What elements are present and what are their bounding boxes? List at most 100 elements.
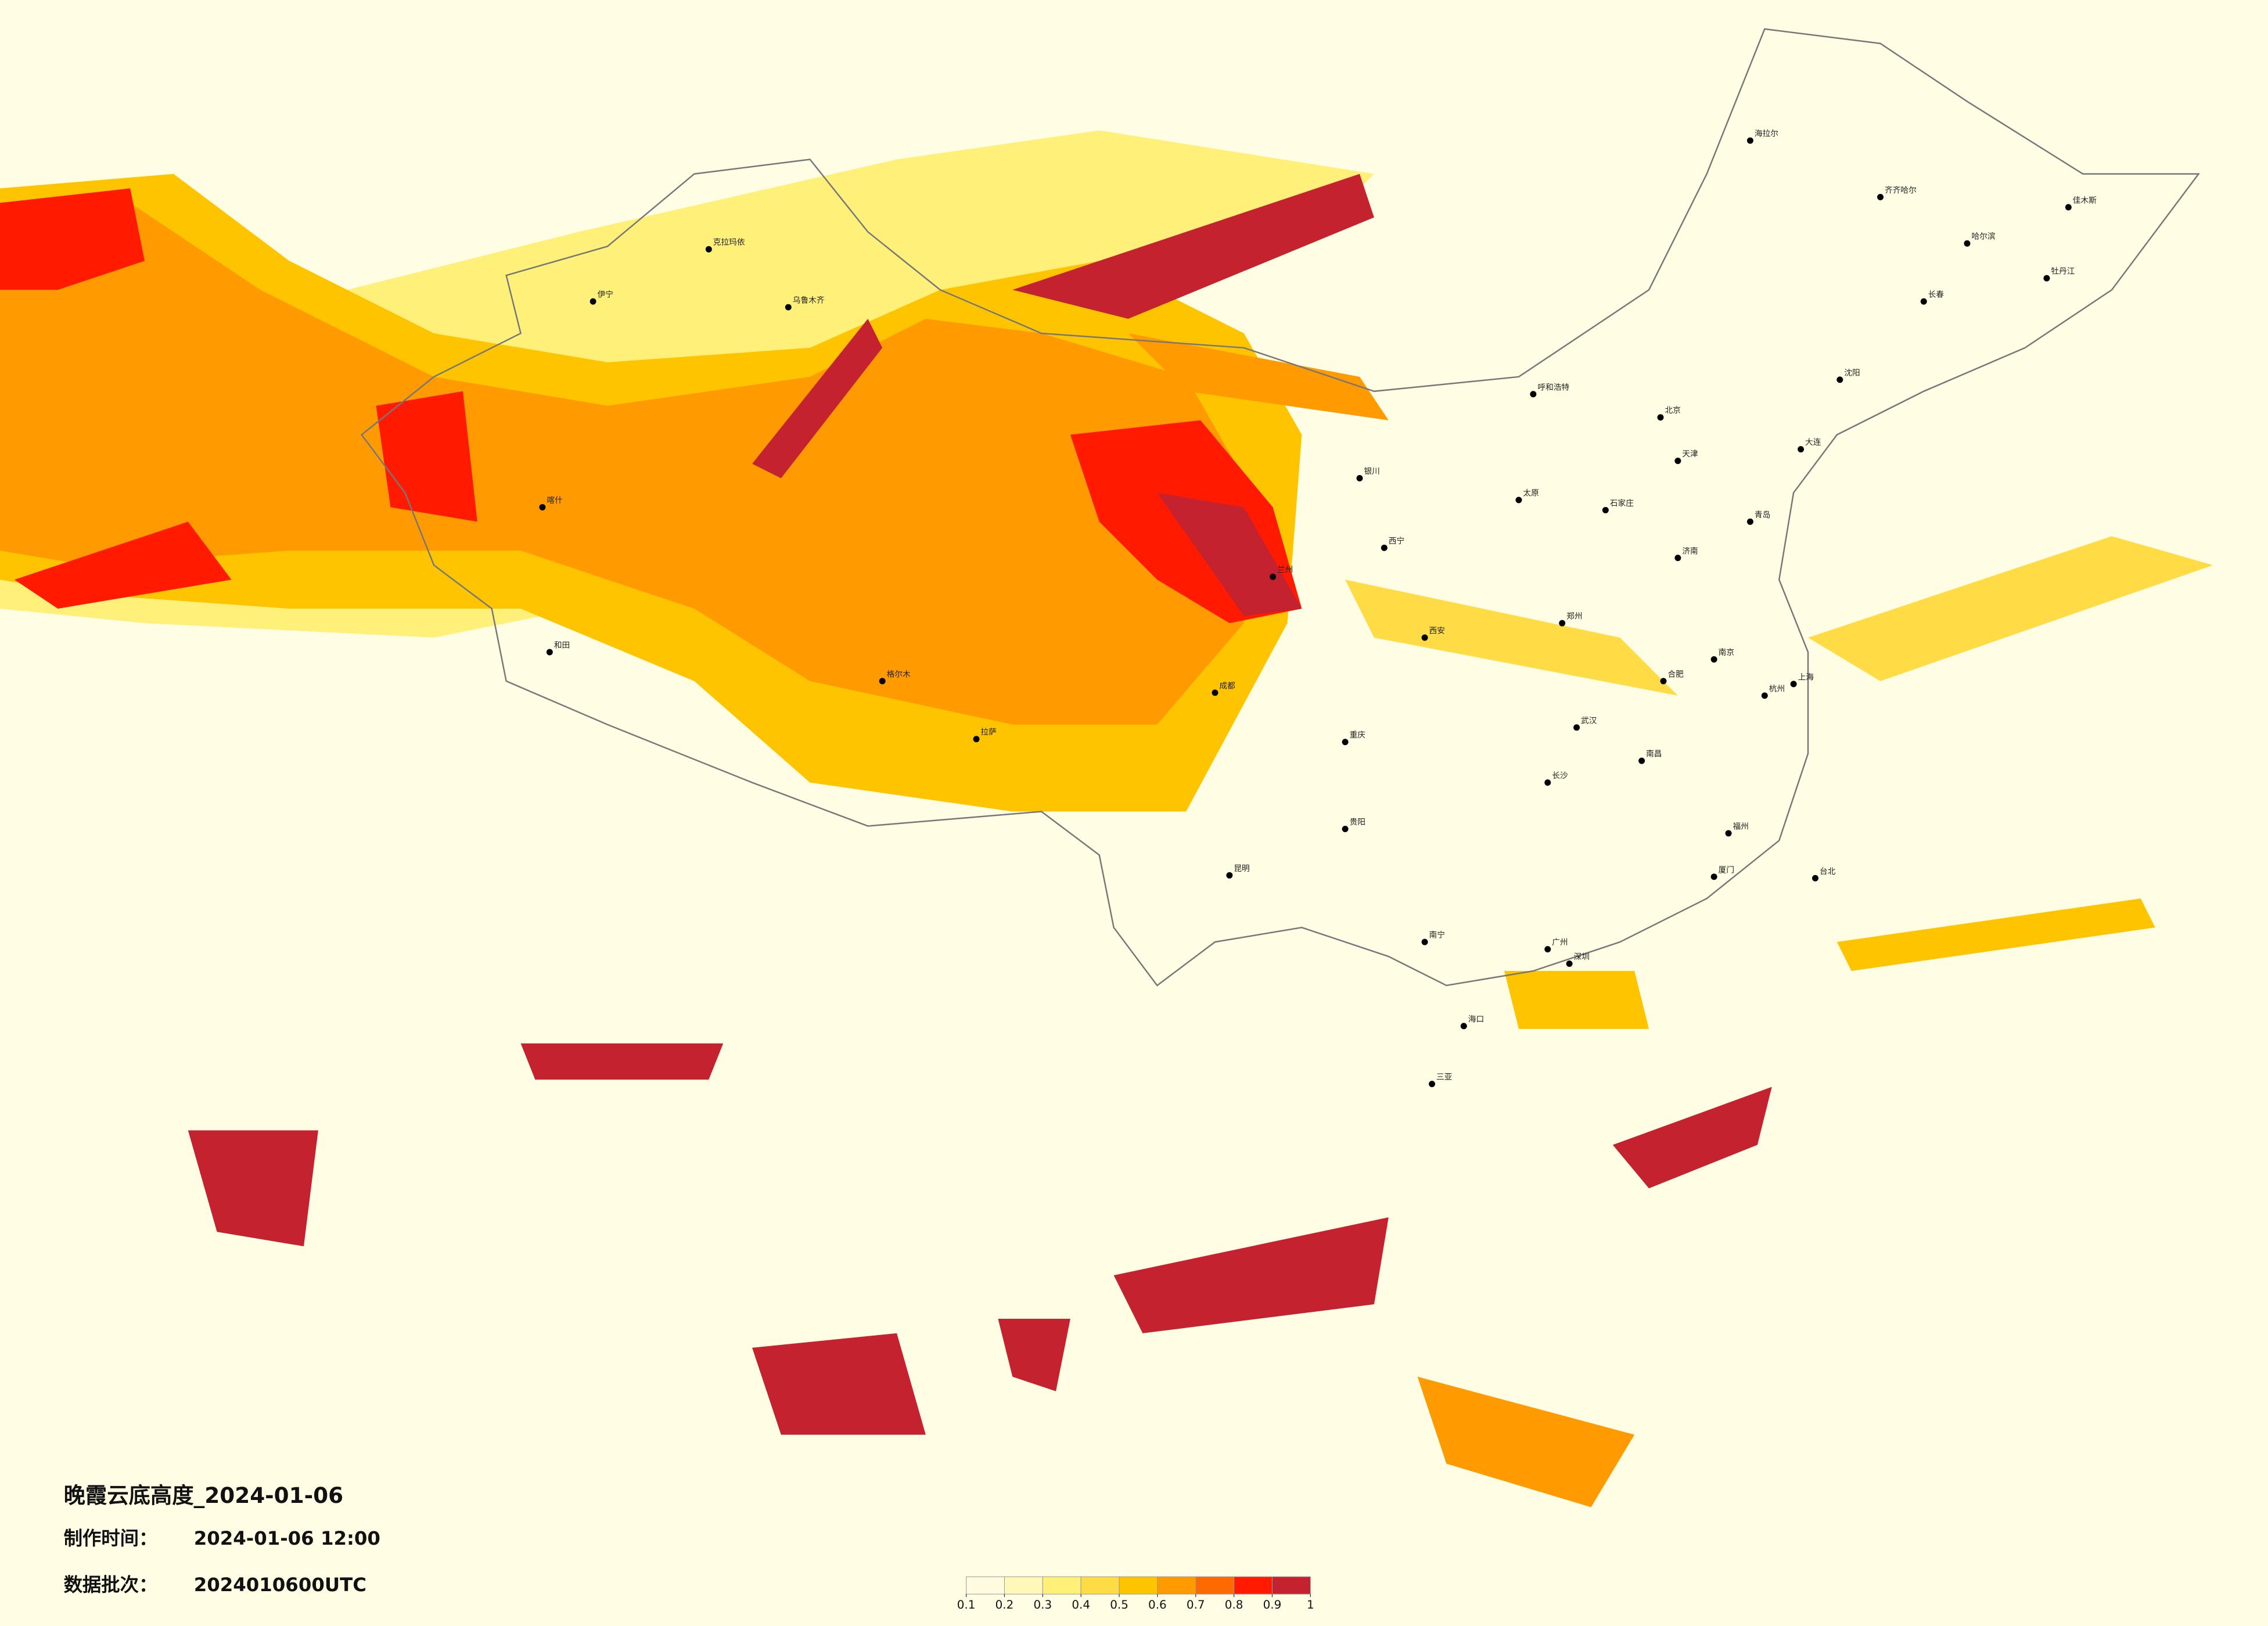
city-label: 济南 <box>1682 546 1698 556</box>
city-dot <box>1602 506 1609 513</box>
city-label: 郑州 <box>1566 612 1582 621</box>
city-dot <box>1381 544 1388 551</box>
city-label: 大连 <box>1805 438 1821 447</box>
city-label: 喀什 <box>547 496 563 505</box>
colorbar-tick-label: 0.1 <box>957 1598 976 1611</box>
city-label: 福州 <box>1733 822 1749 831</box>
city-label: 厦门 <box>1719 865 1734 875</box>
city-dot <box>1674 555 1681 562</box>
city-dot <box>2065 204 2072 211</box>
colorbar-tick-label: 0.9 <box>1263 1598 1282 1611</box>
city-label: 南宁 <box>1429 930 1445 940</box>
colorbar: 0.1 0.2 0.3 0.4 0.5 0.6 0.7 0.8 0.9 1 <box>957 1576 1314 1611</box>
city-dot <box>1270 573 1277 580</box>
city-label: 牡丹江 <box>2051 267 2075 276</box>
city-label: 深圳 <box>1574 952 1590 962</box>
city-dot <box>1356 475 1363 482</box>
colorbar-tick-label: 0.3 <box>1033 1598 1052 1611</box>
map-title: 晚霞云底高度_2024-01-06 <box>64 1483 344 1508</box>
city-label: 呼和浩特 <box>1537 383 1569 392</box>
city-dot <box>2043 275 2050 282</box>
city-label: 佳木斯 <box>2073 196 2097 205</box>
colorbar-swatch <box>1195 1576 1235 1595</box>
made-value: 2024-01-06 12:00 <box>194 1527 380 1549</box>
colorbar-swatch <box>966 1576 1005 1595</box>
city-label: 南京 <box>1719 648 1734 657</box>
city-dot <box>1638 757 1645 764</box>
city-dot <box>1761 692 1768 699</box>
city-label: 武汉 <box>1581 716 1597 725</box>
city-dot <box>1710 656 1717 663</box>
city-dot <box>1342 825 1349 832</box>
colorbar-swatch <box>1042 1576 1081 1595</box>
city-dot <box>1657 414 1664 421</box>
city-label: 伊宁 <box>598 290 613 300</box>
city-dot <box>1877 193 1884 200</box>
city-dot <box>1559 620 1566 627</box>
colorbar-swatch <box>1080 1576 1120 1595</box>
city-label: 台北 <box>1820 867 1836 876</box>
city-label: 三亚 <box>1436 1073 1453 1082</box>
city-label: 石家庄 <box>1610 498 1634 508</box>
made-label: 制作时间： <box>64 1527 158 1549</box>
city-dot <box>1674 458 1681 465</box>
city-label: 海口 <box>1468 1015 1484 1024</box>
city-dot <box>1920 298 1927 305</box>
city-label: 合肥 <box>1667 670 1684 679</box>
city-dot <box>1746 137 1753 144</box>
city-dot <box>1421 938 1428 945</box>
city-dot <box>1746 518 1753 525</box>
city-dot <box>1530 391 1537 398</box>
city-label: 海拉尔 <box>1755 129 1778 139</box>
city-label: 兰州 <box>1277 566 1293 575</box>
city-label: 长沙 <box>1552 771 1568 780</box>
city-dot <box>1342 739 1349 746</box>
city-label: 乌鲁木齐 <box>793 296 825 305</box>
city-label: 太原 <box>1523 488 1539 498</box>
colorbar-swatch <box>1157 1576 1196 1595</box>
city-dot <box>1798 446 1805 453</box>
city-dot <box>1544 779 1551 786</box>
city-dot <box>1790 681 1797 688</box>
city-dot <box>1429 1081 1436 1088</box>
city-dot <box>1226 872 1233 879</box>
city-dot <box>1964 240 1971 247</box>
colorbar-swatch <box>1234 1576 1273 1595</box>
city-dot <box>1515 497 1522 503</box>
colorbar-swatch <box>1271 1576 1311 1595</box>
city-dot <box>1573 724 1580 731</box>
city-dot <box>590 298 596 305</box>
batch-value: 2024010600UTC <box>194 1574 366 1596</box>
colorbar-tick-label: 0.6 <box>1148 1598 1167 1611</box>
city-label: 哈尔滨 <box>1971 232 1995 242</box>
country-outline <box>360 28 2200 987</box>
city-label: 西安 <box>1429 627 1445 636</box>
city-dot <box>973 736 980 743</box>
city-label: 广州 <box>1552 938 1568 947</box>
colorbar-tick-label: 0.7 <box>1187 1598 1205 1611</box>
city-label: 长春 <box>1928 290 1944 300</box>
city-label: 和田 <box>554 641 570 650</box>
city-label: 齐齐哈尔 <box>1885 186 1917 195</box>
city-label: 青岛 <box>1755 510 1770 520</box>
city-dot <box>1544 946 1551 953</box>
colorbar-swatch <box>1004 1576 1043 1595</box>
city-label: 沈阳 <box>1844 368 1860 377</box>
city-label: 拉萨 <box>981 728 997 737</box>
city-dot <box>705 246 712 253</box>
city-dot <box>1710 873 1717 880</box>
batch-label: 数据批次： <box>64 1574 158 1596</box>
city-label: 杭州 <box>1769 684 1785 693</box>
city-dot <box>546 649 553 656</box>
colorbar-tick-label: 0.4 <box>1072 1598 1090 1611</box>
city-label: 南昌 <box>1646 750 1662 759</box>
city-dot <box>1812 875 1818 882</box>
city-dot <box>539 503 546 510</box>
city-dot <box>1725 830 1732 837</box>
city-label: 西宁 <box>1389 536 1404 546</box>
city-dot <box>1421 634 1428 641</box>
colorbar-swatch <box>1119 1576 1158 1595</box>
